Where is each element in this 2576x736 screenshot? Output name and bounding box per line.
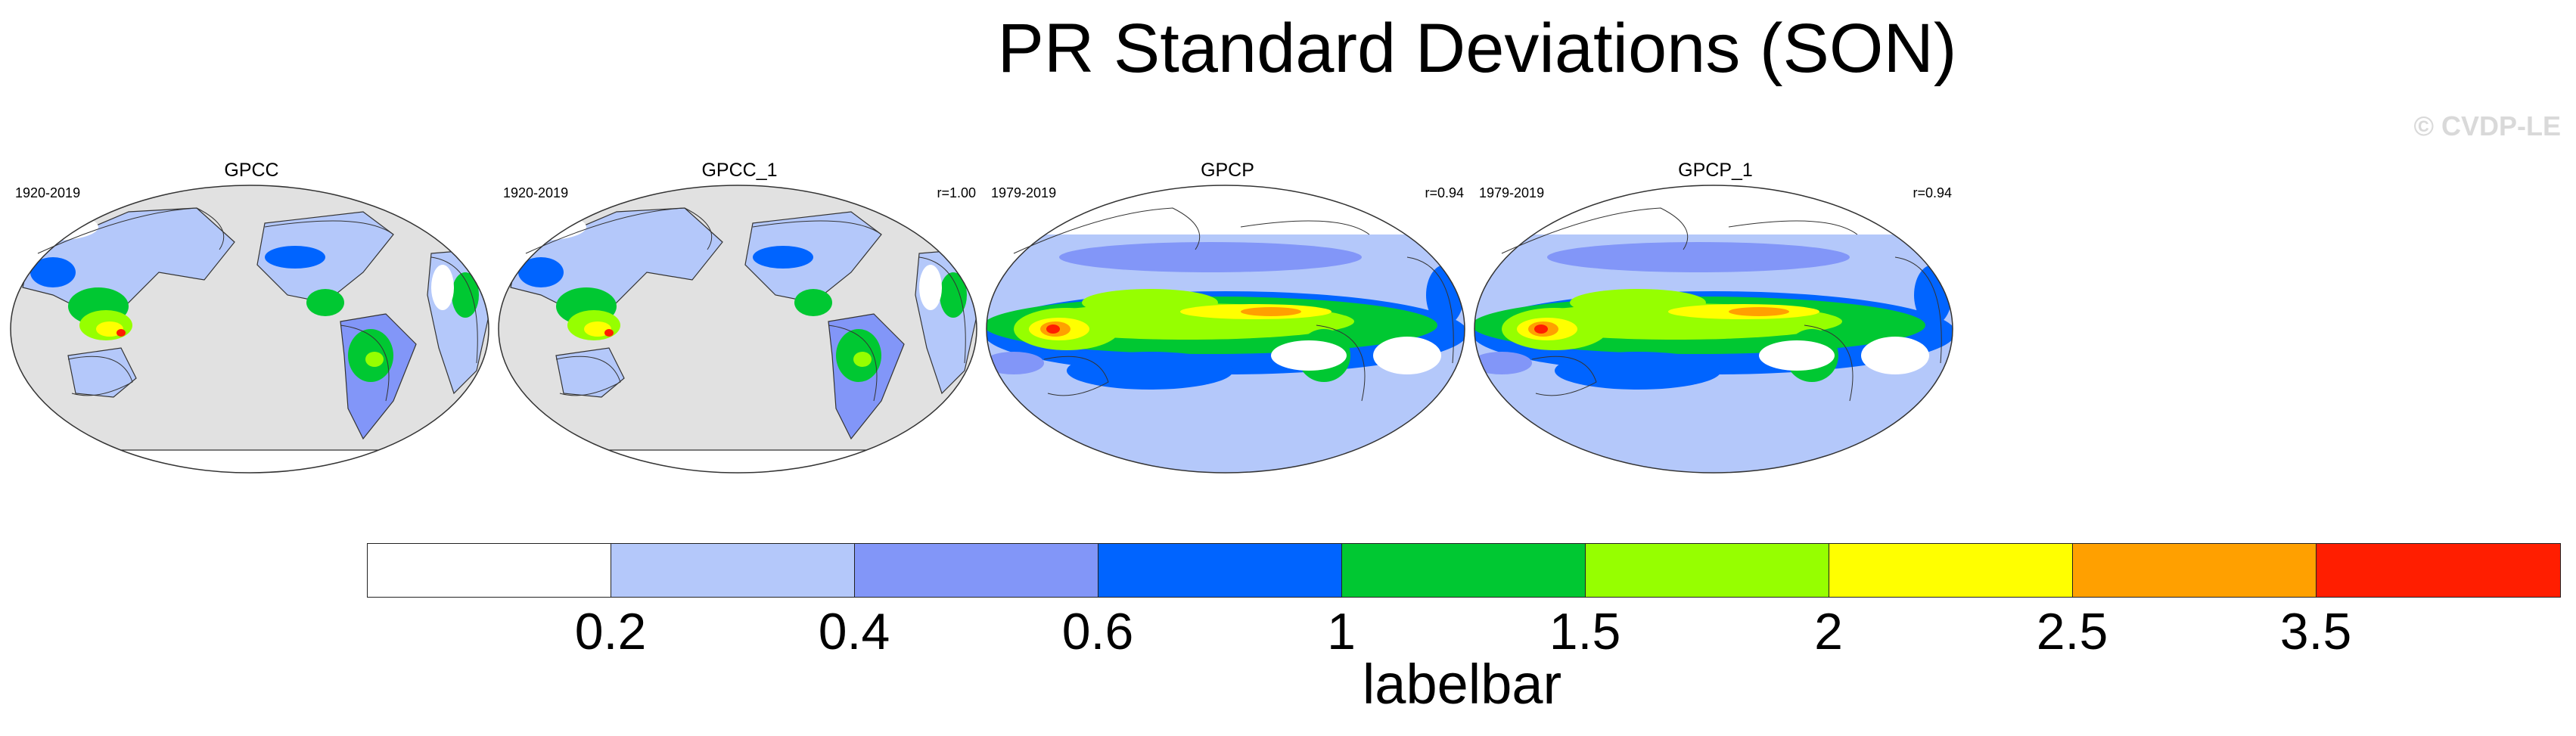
panel-title: GPCP: [1201, 160, 1254, 181]
band-spcz: [1555, 352, 1721, 390]
dry-sahara: [431, 265, 454, 310]
precip-south-asia: [518, 257, 564, 287]
panel-period: 1920-2019: [503, 185, 569, 200]
dry-se-pacific: [1271, 340, 1347, 371]
band-itcz-east-peak: [1729, 307, 1789, 316]
labelbar-tick-label: 3.5: [2279, 603, 2352, 660]
band-np-storm: [1547, 242, 1850, 272]
map-outline: [498, 185, 977, 474]
labelbar-tick-label: 0.6: [1061, 603, 1134, 660]
labelbar-swatches: [367, 543, 2561, 598]
robinson-map: [1474, 185, 1953, 474]
panel-correlation: r=1.00: [937, 185, 976, 200]
labelbar-swatch-2: [855, 544, 1098, 597]
precip-south-asia: [30, 257, 76, 287]
dry-siberia: [499, 213, 586, 241]
dry-se-atlantic: [1373, 337, 1441, 374]
panel-period: 1979-2019: [991, 185, 1057, 200]
labelbar-swatch-5: [1586, 544, 1829, 597]
labelbar-swatch-1: [611, 544, 855, 597]
precip-na-east: [753, 246, 813, 269]
land-australia: [555, 347, 625, 398]
band-southern-ocean: [1474, 412, 1953, 450]
coastlines: [1013, 207, 1454, 402]
precip-central-america: [306, 289, 344, 316]
labelbar-swatch-4: [1342, 544, 1586, 597]
precip-na-east: [265, 246, 325, 269]
precip-west-africa: [452, 272, 479, 318]
panel-correlation: r=0.94: [1913, 185, 1952, 200]
precip-west-africa: [940, 272, 967, 318]
map-outline: [986, 185, 1465, 474]
map-outline: [1474, 185, 1953, 474]
labelbar-tick-label: 2.5: [2036, 603, 2108, 660]
labelbar-swatch-8: [2317, 544, 2560, 597]
labelbar-tick-label: 2: [1814, 603, 1843, 660]
band-np-storm: [1059, 242, 1362, 272]
band-indian: [987, 352, 1044, 374]
labelbar-tick-label: 0.2: [574, 603, 647, 660]
precip-maritime-max: [604, 329, 614, 337]
dry-se-atlantic: [1861, 337, 1929, 374]
precip-amazon-peak: [853, 352, 872, 367]
panel-title: GPCP_1: [1678, 160, 1753, 181]
labelbar-tick-label: 1: [1327, 603, 1356, 660]
panel-title: GPCC: [224, 160, 279, 181]
labelbar-swatch-6: [1829, 544, 2073, 597]
map-panel: GPCP 1979-2019 r=0.94: [983, 155, 1471, 488]
band-indian: [1474, 352, 1532, 374]
band-warm-pool-max: [1534, 325, 1548, 334]
band-itcz-east-peak: [1241, 307, 1301, 316]
land-australia: [67, 347, 137, 398]
precip-central-america: [794, 289, 832, 316]
dry-siberia: [11, 213, 98, 241]
dry-sahara: [919, 265, 942, 310]
robinson-map: [986, 185, 1465, 474]
band-southern-ocean: [987, 412, 1465, 450]
dry-se-pacific: [1759, 340, 1835, 371]
map-panel: GPCC_1 1920-2019 r=1.00: [496, 155, 983, 488]
labelbar: 0.2 0.4 0.6 1 1.5 2 2.5 3.5: [367, 543, 2561, 666]
labelbar-tick-label: 0.4: [818, 603, 890, 660]
coastlines: [37, 207, 478, 402]
map-panel: GPCP_1 1979-2019 r=0.94: [1471, 155, 1959, 488]
labelbar-swatch-3: [1098, 544, 1342, 597]
labelbar-swatch-7: [2073, 544, 2317, 597]
panel-title: GPCC_1: [701, 160, 778, 181]
band-spcz: [1067, 352, 1233, 390]
coastlines: [525, 207, 966, 402]
watermark: © CVDP-LE: [2413, 110, 2561, 141]
ocean-missing: [499, 185, 977, 473]
map-outline: [10, 185, 489, 474]
coastlines: [1501, 207, 1942, 402]
labelbar-title: labelbar: [1362, 653, 1562, 716]
robinson-map: [498, 185, 977, 474]
panel-period: 1920-2019: [15, 185, 81, 200]
band-warm-pool-max: [1046, 325, 1060, 334]
precip-amazon-peak: [365, 352, 384, 367]
robinson-map: [10, 185, 489, 474]
panel-period: 1979-2019: [1479, 185, 1545, 200]
precip-maritime-max: [117, 329, 126, 337]
panel-correlation: r=0.94: [1425, 185, 1464, 200]
page-title: PR Standard Deviations (SON): [997, 10, 1957, 87]
labelbar-tick-label: 1.5: [1549, 603, 1621, 660]
labelbar-swatch-0: [368, 544, 611, 597]
ocean-missing: [11, 185, 489, 473]
labelbar-ticks: 0.2 0.4 0.6 1 1.5 2 2.5 3.5: [367, 598, 2561, 666]
map-panel: GPCC 1920-2019: [8, 155, 496, 488]
